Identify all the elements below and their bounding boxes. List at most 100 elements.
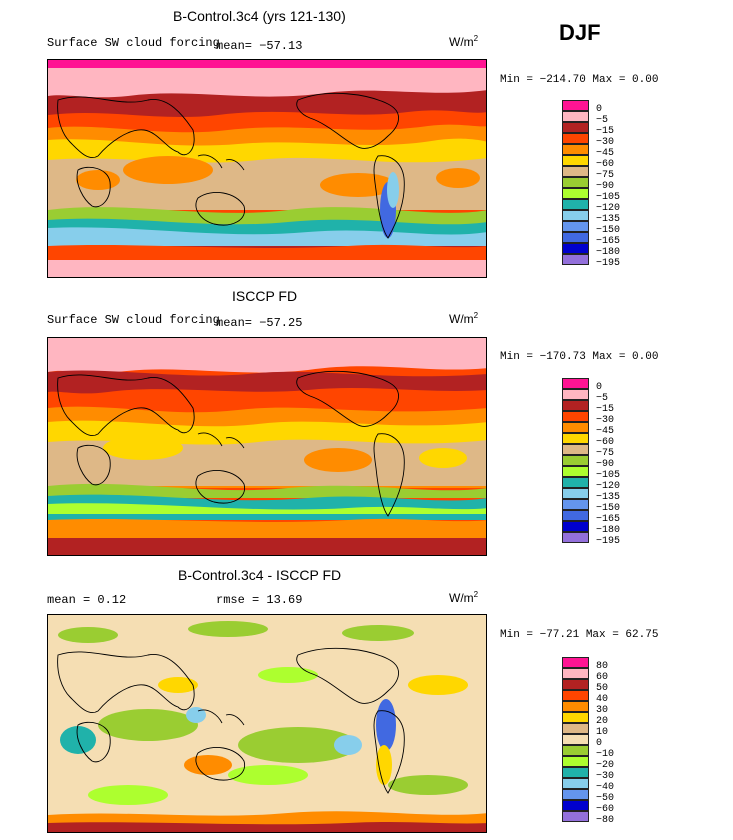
legend-swatch — [562, 477, 589, 488]
legend-swatch — [562, 811, 589, 822]
legend-swatch — [562, 745, 589, 756]
legend-swatch — [562, 411, 589, 422]
legend-swatch — [562, 210, 589, 221]
panel3-map — [47, 614, 487, 833]
panel3-minmax: Min = −77.21 Max = 62.75 — [500, 629, 659, 641]
legend-label: −90 — [596, 181, 615, 192]
legend-label: −150 — [596, 225, 621, 236]
legend-label: −30 — [596, 137, 615, 148]
panel3-title: B-Control.3c4 - ISCCP FD — [178, 567, 342, 583]
panel3-legend: 80 60 50 40 30 20 10 0 −10 −20 −30 −40 −50 −60 −80 — [562, 657, 614, 826]
legend-label: −5 — [596, 393, 609, 404]
legend-swatch — [562, 199, 589, 210]
legend-swatch — [562, 166, 589, 177]
panel2-map — [47, 337, 487, 556]
legend-label: −40 — [596, 782, 615, 793]
legend-swatch — [562, 789, 589, 800]
legend-swatch — [562, 422, 589, 433]
legend-label: −20 — [596, 760, 615, 771]
legend-swatch — [562, 657, 589, 668]
legend-swatch — [562, 444, 589, 455]
panel1-legend: 0 −5 −15 −30 −45 −60 −75 −90 −105 −120 −135 −150 −16… — [562, 100, 620, 269]
legend-label: −75 — [596, 448, 615, 459]
legend-label: −195 — [596, 536, 621, 547]
legend-swatch — [562, 433, 589, 444]
panel3-rmse: rmse = 13.69 — [216, 593, 303, 607]
legend-label: 0 — [596, 104, 603, 115]
legend-swatch — [562, 510, 589, 521]
legend-label: −90 — [596, 459, 615, 470]
legend-label: 0 — [596, 382, 603, 393]
legend-swatch — [562, 712, 589, 723]
legend-label: −60 — [596, 804, 615, 815]
legend-swatch — [562, 690, 589, 701]
legend-swatch — [562, 532, 589, 543]
panel2-units: W/m2 — [449, 311, 479, 326]
legend-label: 30 — [596, 705, 609, 716]
legend-label: −135 — [596, 492, 621, 503]
legend-swatch — [562, 756, 589, 767]
legend-swatch — [562, 400, 589, 411]
legend-label: −60 — [596, 437, 615, 448]
panel1-minmax: Min = −214.70 Max = 0.00 — [500, 74, 659, 86]
legend-swatch — [562, 668, 589, 679]
legend-swatch — [562, 254, 589, 265]
legend-label: −45 — [596, 426, 615, 437]
legend-label: −5 — [596, 115, 609, 126]
legend-label: −45 — [596, 148, 615, 159]
panel2-legend: 0 −5 −15 −30 −45 −60 −75 −90 −105 −120 −135 −150 −16… — [562, 378, 620, 547]
legend-swatch — [562, 122, 589, 133]
legend-swatch — [562, 188, 589, 199]
panel1-units: W/m2 — [449, 34, 479, 49]
legend-label: 60 — [596, 672, 609, 683]
legend-swatch — [562, 723, 589, 734]
legend-swatch — [562, 243, 589, 254]
legend-label: 0 — [596, 738, 603, 749]
legend-label: 40 — [596, 694, 609, 705]
legend-label: 50 — [596, 683, 609, 694]
legend-label: −180 — [596, 525, 621, 536]
legend-swatch — [562, 177, 589, 188]
legend-swatch — [562, 389, 589, 400]
panel1-contour-field — [48, 60, 486, 277]
legend-swatch — [562, 701, 589, 712]
legend-label: 20 — [596, 716, 609, 727]
legend-label: −150 — [596, 503, 621, 514]
legend-label: −15 — [596, 404, 615, 415]
legend-swatch — [562, 111, 589, 122]
legend-swatch — [562, 767, 589, 778]
legend-swatch — [562, 521, 589, 532]
panel1-title: B-Control.3c4 (yrs 121-130) — [173, 8, 346, 24]
legend-swatch — [562, 488, 589, 499]
panel2-title: ISCCP FD — [232, 288, 298, 304]
legend-label: −120 — [596, 203, 621, 214]
legend-label: −10 — [596, 749, 615, 760]
season-label: DJF — [559, 20, 601, 45]
legend-swatch — [562, 778, 589, 789]
legend-label: −135 — [596, 214, 621, 225]
legend-label: −195 — [596, 258, 621, 269]
legend-swatch — [562, 155, 589, 166]
legend-label: 10 — [596, 727, 609, 738]
legend-label: −80 — [596, 815, 615, 826]
legend-swatch — [562, 133, 589, 144]
panel2-contour-field — [48, 338, 486, 555]
legend-swatch — [562, 679, 589, 690]
legend-swatch — [562, 466, 589, 477]
legend-swatch — [562, 232, 589, 243]
legend-label: −105 — [596, 192, 621, 203]
panel3-mean: mean = 0.12 — [47, 593, 127, 607]
legend-swatch — [562, 800, 589, 811]
legend-swatch — [562, 734, 589, 745]
panel1-map — [47, 59, 487, 278]
legend-label: −75 — [596, 170, 615, 181]
legend-label: −30 — [596, 415, 615, 426]
panel1-subtitle: Surface SW cloud forcing — [47, 36, 220, 50]
legend-label: −50 — [596, 793, 615, 804]
legend-label: −60 — [596, 159, 615, 170]
legend-swatch — [562, 100, 589, 111]
panel3-contour-field — [48, 615, 486, 832]
legend-label: 80 — [596, 661, 609, 672]
legend-label: −30 — [596, 771, 615, 782]
legend-swatch — [562, 499, 589, 510]
